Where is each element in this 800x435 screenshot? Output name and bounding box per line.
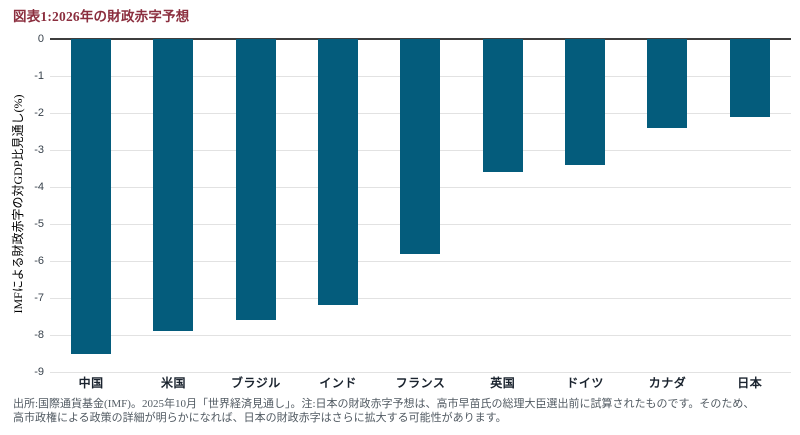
y-tick-label: -2 [34,107,44,119]
y-axis-label: IMFによる財政赤字の対GDP比見通し(%) [11,94,25,314]
bar-カナダ [647,39,688,128]
gridline [50,334,791,336]
bar-フランス [400,39,441,254]
bar-slot [709,39,791,372]
y-tick-label: -6 [34,255,44,267]
x-category-label: 日本 [737,376,763,390]
y-tick-label: -5 [34,218,44,230]
source-note-line: 出所:国際通貨基金(IMF)。2025年10月「世界経済見通し」。注:日本の財政… [13,398,755,410]
bar-series [50,39,791,372]
source-note: 出所:国際通貨基金(IMF)。2025年10月「世界経済見通し」。注:日本の財政… [13,397,797,425]
x-category-label: インド [319,376,357,390]
bar-slot [297,39,379,372]
bar-slot [462,39,544,372]
bar-slot [50,39,132,372]
x-category-label: フランス [395,376,446,390]
bar-slot [626,39,708,372]
x-category-label: ドイツ [566,376,604,390]
bar-slot [132,39,214,372]
gridline [50,298,791,299]
bar-ドイツ [565,39,606,165]
bar-米国 [153,39,194,332]
x-axis-labels: 中国 米国 ブラジル インド フランス 英国 ドイツ カナダ 日本 [50,374,791,391]
bar-英国 [482,39,523,173]
y-tick-label: -9 [34,366,44,378]
y-tick-label: 0 [37,33,44,45]
x-category-label: ブラジル [230,376,281,390]
x-category-label: 米国 [160,376,186,390]
y-tick-label: -4 [34,181,44,193]
x-category-label: 中国 [78,376,104,390]
x-category-label: カナダ [648,376,687,390]
gridline [50,261,791,262]
bar-ブラジル [235,39,276,321]
y-tick-label: -1 [34,70,44,82]
bar-slot [379,39,461,372]
bar-slot [544,39,626,372]
y-tick-label: -7 [34,292,44,304]
bar-slot [215,39,297,372]
bar-中国 [71,39,112,354]
bar-インド [318,39,359,306]
chart-title: 図表1:2026年の財政赤字予想 [13,9,190,24]
plot-area [50,38,791,373]
x-category-label: 英国 [490,376,516,390]
y-tick-label: -3 [34,144,44,156]
y-tick-label: -8 [34,329,44,341]
bar-日本 [729,39,770,117]
source-note-line: 高市政権による政策の詳細が明らかになれば、日本の財政赤字はさらに拡大する可能性が… [13,412,507,424]
gridline [50,372,791,373]
